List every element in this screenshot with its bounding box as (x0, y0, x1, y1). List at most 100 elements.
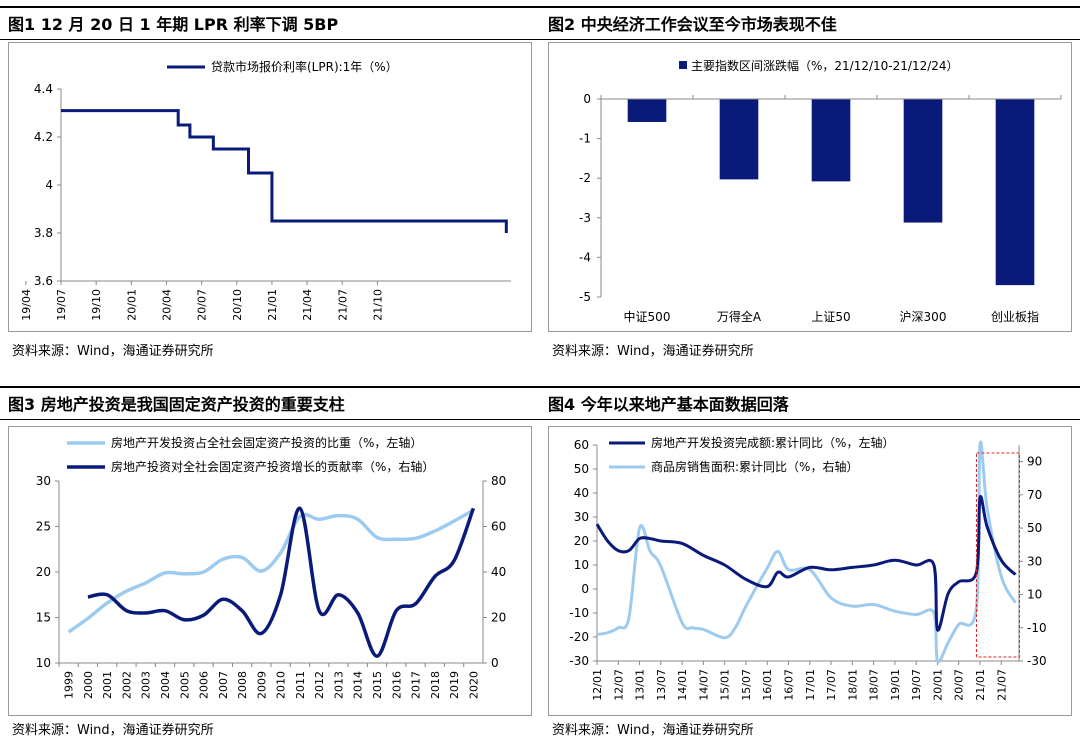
fig3-x-tick-label: 2001 (101, 671, 114, 699)
fig3-x-tick-label: 2003 (140, 671, 153, 699)
fig4-x-tick-label: 20/01 (931, 669, 944, 701)
fig4-chart: -30 -20 -10 0 10 20 30 40 50 60 -30 -10 10 30 50 70 90 12… (569, 435, 1047, 701)
fig3-x-tick-label: 2002 (120, 671, 133, 699)
fig1-frame: 3.63.844.24.418/1019/0119/0419/0719/1020… (8, 42, 532, 332)
fig3-left-tick-label: 15 (36, 611, 51, 625)
fig4-source: 资料来源：Wind，海通证券研究所 (552, 723, 754, 738)
fig3-x-tick-label: 2008 (236, 671, 249, 699)
fig3-right-tick-label: 20 (491, 611, 506, 625)
fig4-x-tick-label: 15/07 (740, 669, 753, 701)
fig4-x-tick-label: 21/07 (995, 669, 1008, 701)
fig3-left-tick-label: 30 (36, 474, 51, 488)
fig4-title: 图4 今年以来地产基本面数据回落 (540, 386, 1080, 420)
fig1-y-tick-label: 4 (45, 178, 53, 192)
fig4-x-tick-label: 18/07 (868, 669, 881, 701)
fig3-x-tick-label: 2014 (352, 671, 365, 699)
fig4-right-tick-label: 10 (1027, 588, 1042, 602)
fig3-left-tick-label: 20 (36, 565, 51, 579)
fig4-left-tick-label: 10 (574, 558, 589, 572)
fig1-y-tick-label: 4.4 (34, 82, 53, 96)
fig4-x-tick-label: 19/07 (910, 669, 923, 701)
fig3-x-tick-label: 2010 (275, 671, 288, 699)
fig2-category-label: 沪深300 (900, 310, 947, 324)
fig4-highlight-box (975, 452, 1020, 658)
fig4-x-tick-label: 21/01 (974, 669, 987, 701)
fig1-x-tick-label: 19/04 (20, 289, 33, 321)
fig4-right-tick-label: -30 (1027, 654, 1047, 668)
fig4-x-tick-label: 16/01 (761, 669, 774, 701)
panel-fig3: 图3 房地产投资是我国固定资产投资的重要支柱 10 15 20 25 30 0 20 40 60… (0, 380, 540, 746)
fig3-title: 图3 房地产投资是我国固定资产投资的重要支柱 (0, 386, 540, 420)
fig4-right-tick-label: 70 (1027, 488, 1042, 502)
fig2-y-tick-label: -2 (579, 171, 591, 185)
fig3-x-tick-label: 1999 (63, 671, 76, 699)
fig2-category-label: 中证500 (624, 309, 671, 324)
fig3-x-tick-label: 2019 (448, 671, 461, 699)
fig1-y-tick-label: 3.6 (34, 274, 53, 288)
fig2-bar (995, 99, 1035, 286)
fig4-left-tick-label: 40 (574, 486, 589, 500)
fig2-category-label: 上证50 (811, 310, 850, 324)
fig1-x-tick-label: 19/10 (90, 289, 103, 321)
fig4-right-tick-label: 90 (1027, 455, 1042, 469)
fig3-x-tick-label: 2015 (371, 671, 384, 699)
fig3-x-tick-label: 2007 (217, 671, 230, 699)
fig1-x-tick-label: 21/04 (301, 289, 314, 321)
fig2-bar (627, 99, 667, 122)
fig2-y-tick-label: -3 (579, 211, 591, 225)
fig4-legend-label-investment: 房地产开发投资完成额:累计同比（%，左轴） (651, 435, 894, 450)
fig3-x-tick-label: 2004 (159, 671, 172, 699)
fig2-title: 图2 中央经济工作会议至今市场表现不佳 (540, 6, 1080, 40)
fig1-x-tick-label: 20/04 (160, 289, 173, 321)
fig2-bar (811, 99, 851, 182)
fig4-left-tick-label: -30 (569, 654, 589, 668)
fig3-right-tick-label: 0 (491, 656, 499, 670)
fig4-x-tick-label: 14/07 (697, 669, 710, 701)
fig2-source: 资料来源：Wind，海通证券研究所 (552, 344, 754, 359)
fig4-right-tick-label: 30 (1027, 554, 1042, 568)
fig4-x-tick-label: 19/01 (889, 669, 902, 701)
fig3-x-tick-label: 2011 (294, 671, 307, 699)
fig1-source: 资料来源：Wind，海通证券研究所 (12, 344, 214, 359)
fig4-left-tick-label: 30 (574, 510, 589, 524)
fig2-bar (903, 99, 943, 223)
fig3-chart: 10 15 20 25 30 0 20 40 60 80 1999 2000 2001 2002 2003 2… (36, 435, 507, 699)
fig4-right-tick-label: -10 (1027, 621, 1047, 635)
fig2-y-tick-label: 0 (583, 92, 591, 106)
fig4-x-tick-label: 17/07 (825, 669, 838, 701)
fig2-chart: 0 -1 -2 -3 -4 -5 中证500 万得全A 上证50 沪深300 创业板指 主要指数区间涨… (579, 58, 1062, 324)
fig4-left-tick-label: 60 (574, 438, 589, 452)
fig3-x-tick-label: 2005 (178, 671, 191, 699)
fig1-y-tick-label: 3.8 (34, 226, 53, 240)
fig1-x-tick-label: 20/10 (231, 289, 244, 321)
fig4-x-tick-label: 12/07 (612, 669, 625, 701)
fig3-x-tick-label: 2016 (390, 671, 403, 699)
fig4-x-tick-label: 16/07 (782, 669, 795, 701)
fig4-frame: -30 -20 -10 0 10 20 30 40 50 60 -30 -10 10 30 50 70 90 12… (548, 426, 1072, 716)
fig1-x-tick-label: 21/07 (336, 289, 349, 321)
fig3-x-tick-label: 2009 (255, 671, 268, 699)
fig4-left-tick-label: -10 (569, 606, 589, 620)
fig2-category-label: 创业板指 (991, 309, 1039, 324)
fig1-series-lpr (61, 109, 508, 233)
fig2-y-tick-label: -5 (579, 290, 591, 304)
fig2-y-tick-label: -1 (579, 132, 591, 146)
fig3-x-tick-label: 2013 (332, 671, 345, 699)
fig4-x-tick-label: 12/01 (591, 669, 604, 701)
fig1-x-tick-label: 21/10 (371, 289, 384, 321)
fig3-series-contribution (87, 506, 476, 658)
fig4-x-tick-label: 14/01 (676, 669, 689, 701)
fig2-bar (719, 99, 759, 180)
fig4-x-tick-label: 15/01 (719, 669, 732, 701)
fig2-y-tick-label: -4 (579, 250, 591, 264)
fig3-series-share (67, 508, 475, 634)
fig3-x-tick-label: 2006 (198, 671, 211, 699)
fig4-left-tick-label: 0 (581, 582, 589, 596)
fig4-left-tick-label: 20 (574, 534, 589, 548)
fig2-category-label: 万得全A (717, 309, 762, 324)
fig3-left-tick-label: 10 (36, 656, 51, 670)
panel-fig1: 图1 12 月 20 日 1 年期 LPR 利率下调 5BP 3.6 3.8 4 4.… (0, 0, 540, 373)
fig4-left-tick-label: -20 (569, 630, 589, 644)
panel-fig2: 图2 中央经济工作会议至今市场表现不佳 0 -1 -2 -3 -4 -5 中证500 万得全A… (540, 0, 1080, 373)
fig3-right-tick-label: 60 (491, 520, 506, 534)
